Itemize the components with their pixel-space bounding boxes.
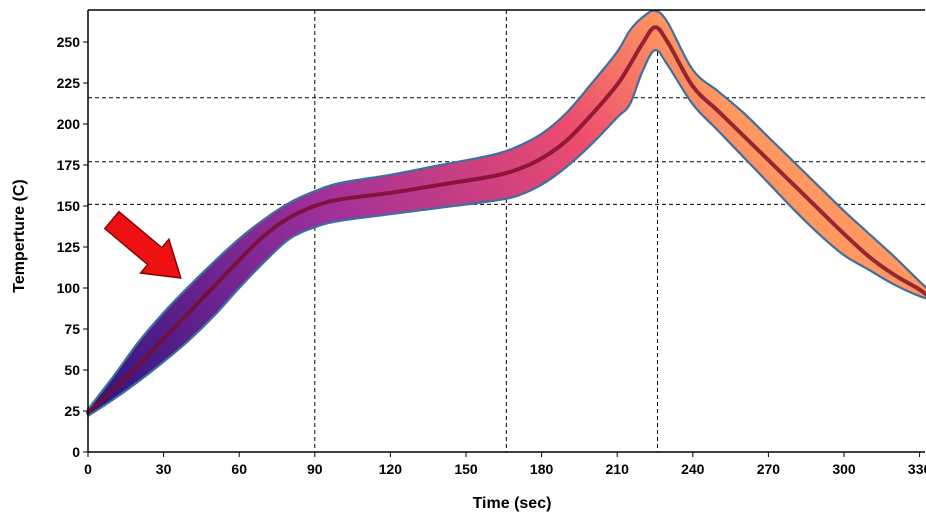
x-tick-label: 60 <box>231 461 247 477</box>
x-tick-label: 120 <box>379 461 403 477</box>
y-axis-title: Temperture (C) <box>11 179 28 293</box>
y-tick-label: 125 <box>57 239 81 255</box>
y-tick-label: 250 <box>57 34 81 50</box>
x-tick-label: 90 <box>307 461 323 477</box>
x-tick-label: 240 <box>681 461 705 477</box>
x-axis-ticks: 0 30 60 90 120 150 180 210 240 270 300 330 <box>84 452 926 477</box>
y-tick-label: 225 <box>57 75 81 91</box>
data-band <box>86 9 926 417</box>
red-arrow-annotation <box>103 210 182 279</box>
y-tick-label: 50 <box>64 362 80 378</box>
y-tick-label: 175 <box>57 157 81 173</box>
temperature-center-line <box>86 25 926 415</box>
x-tick-label: 300 <box>832 461 856 477</box>
x-tick-label: 30 <box>156 461 172 477</box>
x-tick-label: 330 <box>908 461 926 477</box>
x-tick-label: 180 <box>530 461 554 477</box>
y-tick-label: 25 <box>64 403 80 419</box>
axes <box>87 9 925 453</box>
y-tick-label: 150 <box>57 198 81 214</box>
y-tick-label: 0 <box>72 444 80 460</box>
temperature-band <box>86 9 926 417</box>
y-tick-label: 200 <box>57 116 81 132</box>
x-axis-title: Time (sec) <box>473 495 552 512</box>
y-tick-label: 75 <box>64 321 80 337</box>
x-tick-label: 150 <box>454 461 478 477</box>
x-tick-label: 0 <box>84 461 92 477</box>
grid-lines <box>88 10 925 452</box>
x-tick-label: 210 <box>606 461 630 477</box>
x-tick-label: 270 <box>757 461 781 477</box>
y-tick-label: 100 <box>57 280 81 296</box>
y-axis-ticks: 0 25 50 75 100 125 150 175 200 225 250 <box>57 34 88 460</box>
annotations <box>103 210 182 279</box>
